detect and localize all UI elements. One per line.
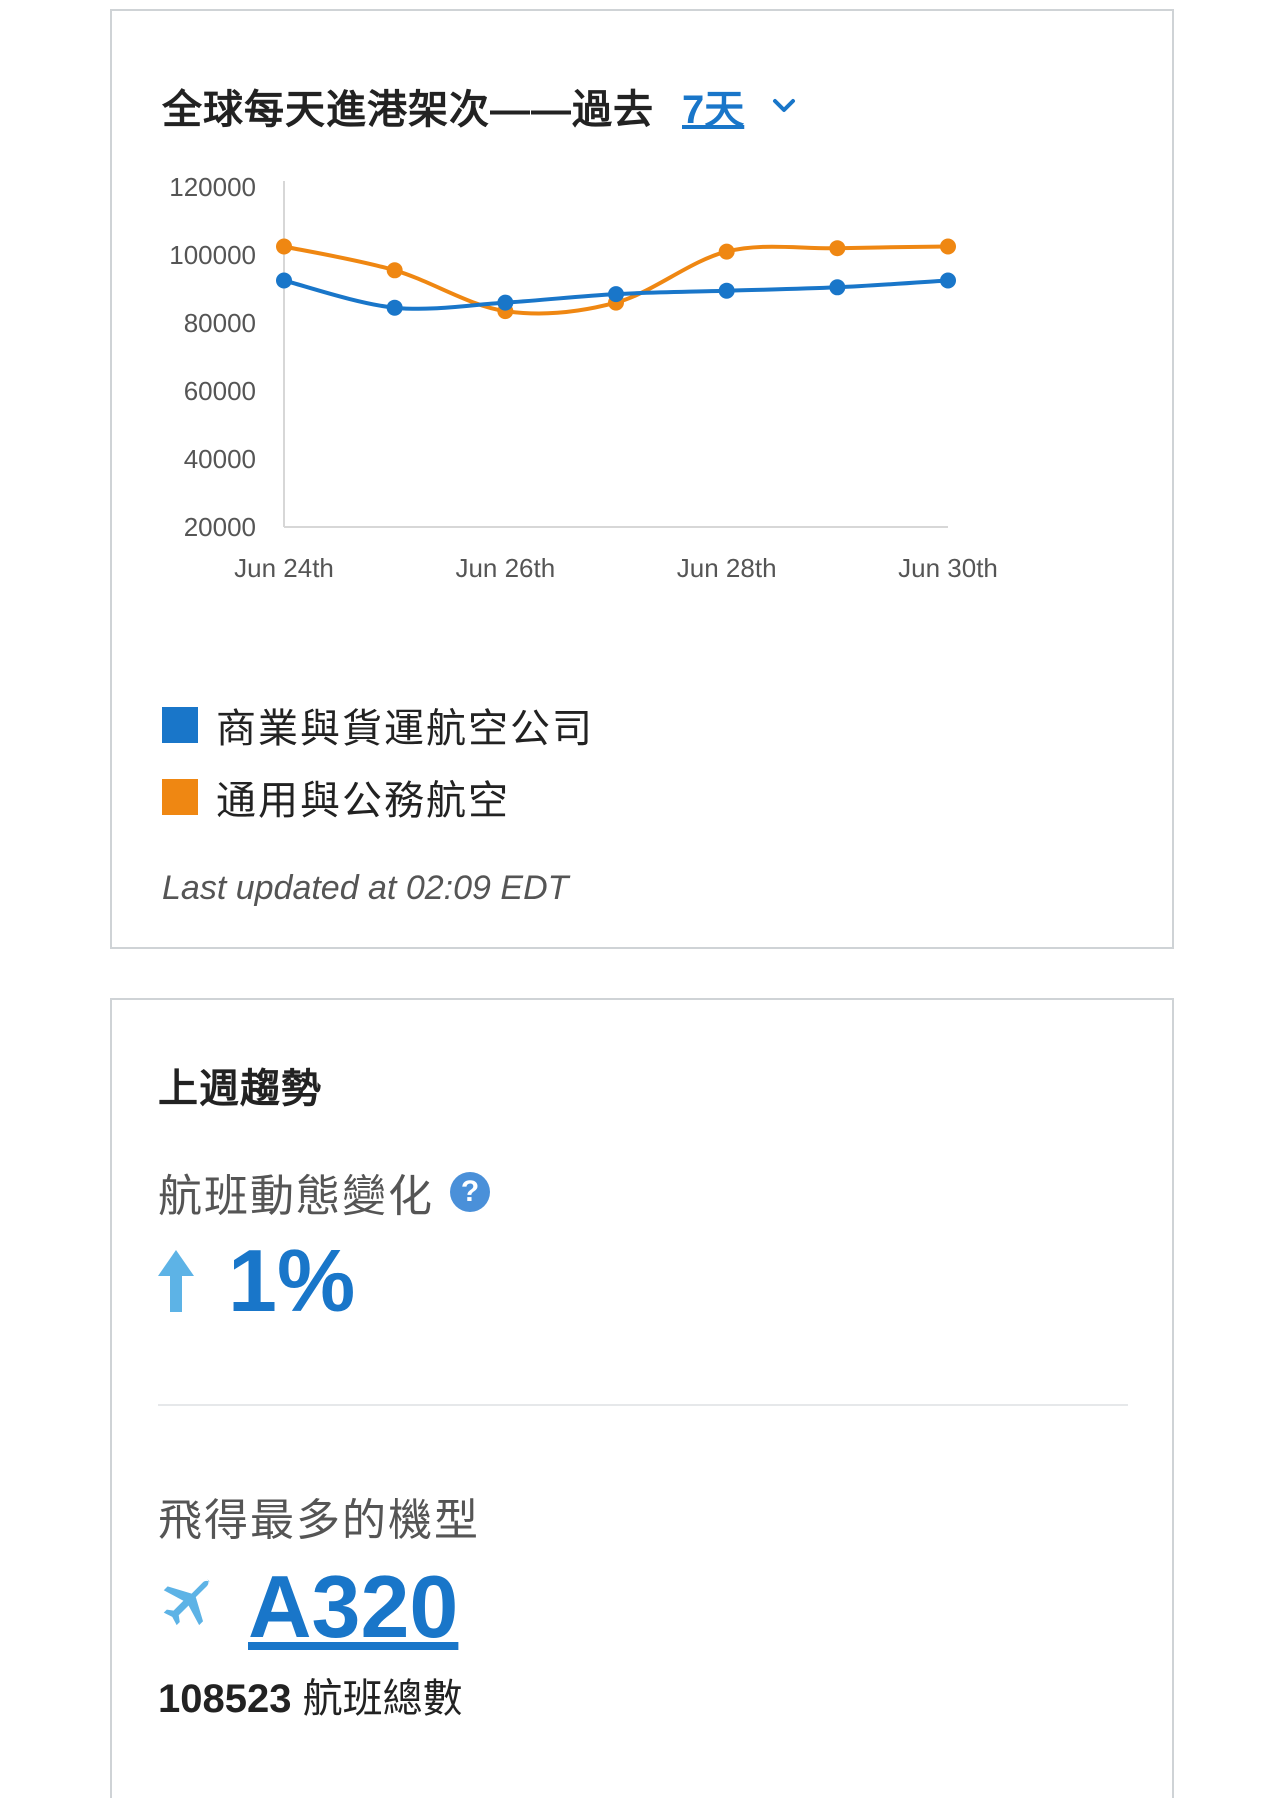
trends-card: 上週趨勢 航班動態變化 ? 1% 飛得最多的機型 A320 108523 航班總… bbox=[110, 998, 1174, 1798]
data-point-s1-5 bbox=[829, 240, 846, 257]
help-icon[interactable]: ? bbox=[450, 1172, 490, 1212]
legend-item-general: 通用與公務航空 bbox=[162, 761, 594, 833]
period-selector[interactable]: 7天 bbox=[682, 88, 745, 132]
airplane-icon bbox=[163, 1578, 211, 1626]
aircraft-type-link[interactable]: A320 bbox=[248, 1557, 459, 1656]
y-tick-label: 120000 bbox=[169, 172, 256, 202]
y-tick-label: 60000 bbox=[184, 376, 256, 406]
change-value: 1% bbox=[228, 1231, 356, 1330]
chart-legend: 商業與貨運航空公司 通用與公務航空 bbox=[162, 689, 594, 833]
traffic-title-row: 全球每天進港架次——過去 7天 bbox=[162, 77, 798, 135]
x-tick-label: Jun 26th bbox=[455, 553, 555, 583]
flight-change-label: 航班動態變化 bbox=[158, 1172, 434, 1221]
data-point-s1-4 bbox=[718, 243, 735, 260]
chevron-down-icon[interactable] bbox=[770, 92, 798, 120]
total-flights: 108523 航班總數 bbox=[158, 1666, 463, 1724]
traffic-title: 全球每天進港架次——過去 bbox=[162, 88, 654, 132]
x-tick-label: Jun 28th bbox=[677, 553, 777, 583]
total-flights-count: 108523 bbox=[158, 1677, 292, 1721]
traffic-card: 全球每天進港架次——過去 7天 120000 100000 80000 60000 40… bbox=[110, 9, 1174, 949]
data-point-s1-0 bbox=[276, 238, 292, 255]
data-point-s0-3 bbox=[608, 286, 624, 303]
legend-swatch-general bbox=[162, 779, 198, 815]
data-point-s0-6 bbox=[940, 272, 956, 289]
change-row: 1% bbox=[156, 1230, 355, 1332]
x-tick-label: Jun 24th bbox=[234, 553, 334, 583]
data-point-s0-1 bbox=[386, 299, 403, 316]
arrivals-line-chart: 120000 100000 80000 60000 40000 20000 Jun 24th… bbox=[169, 172, 998, 583]
legend-swatch-commercial bbox=[162, 707, 198, 743]
last-updated: Last updated at 02:09 EDT bbox=[162, 869, 569, 907]
trends-title: 上週趨勢 bbox=[158, 1067, 322, 1111]
data-point-s0-5 bbox=[829, 279, 846, 296]
y-tick-label: 40000 bbox=[184, 444, 256, 474]
legend-item-commercial: 商業與貨運航空公司 bbox=[162, 689, 594, 761]
arrow-up-icon bbox=[158, 1250, 194, 1312]
data-point-s0-2 bbox=[497, 294, 514, 311]
total-flights-suffix: 航班總數 bbox=[302, 1677, 463, 1721]
legend-label-commercial: 商業與貨運航空公司 bbox=[216, 707, 594, 751]
data-point-s1-6 bbox=[940, 238, 956, 255]
y-tick-label: 80000 bbox=[184, 308, 256, 338]
data-point-s0-0 bbox=[276, 272, 292, 289]
data-point-s1-1 bbox=[386, 262, 403, 279]
aircraft-row: A320 bbox=[156, 1556, 458, 1658]
most-flown-label: 飛得最多的機型 bbox=[158, 1496, 480, 1545]
y-tick-label: 100000 bbox=[169, 240, 256, 270]
y-tick-label: 20000 bbox=[184, 512, 256, 542]
data-point-s0-4 bbox=[718, 282, 735, 299]
legend-label-general: 通用與公務航空 bbox=[216, 779, 510, 823]
x-tick-label: Jun 30th bbox=[898, 553, 998, 583]
metric-label-row: 航班動態變化 ? bbox=[158, 1160, 490, 1224]
divider bbox=[158, 1404, 1128, 1406]
